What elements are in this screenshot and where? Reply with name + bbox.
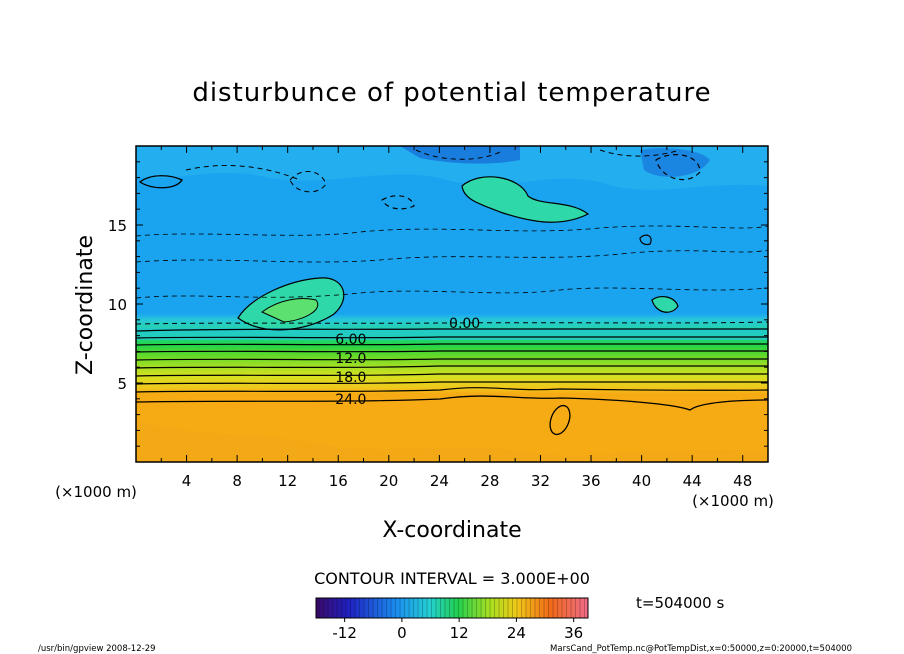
colorbar-frame: [315, 597, 589, 619]
footer-right: MarsCand_PotTemp.nc@PotTempDist,x=0:5000…: [550, 644, 852, 654]
x-axis: 4 8 12 16 20 24 28 32 36 40 44 48: [160, 146, 752, 490]
x-unit-left: (×1000 m): [55, 483, 137, 501]
colorbar-tick-label: -12: [332, 624, 357, 642]
colorbar-tick-label: 36: [564, 624, 583, 642]
y-tick-label: 10: [108, 296, 127, 314]
x-tick-label: 12: [278, 472, 297, 490]
contour-interval: CONTOUR INTERVAL = 3.000E+00: [314, 569, 590, 588]
footer-left: /usr/bin/gpview 2008-12-29: [38, 644, 156, 654]
x-tick-label: 8: [232, 472, 242, 490]
contour-label: 18.0: [335, 370, 366, 386]
colorbar-stripes: [318, 598, 585, 618]
contour-label: 6.00: [335, 332, 366, 348]
x-unit-right: (×1000 m): [692, 492, 774, 510]
time-label: t=504000 s: [636, 594, 724, 612]
x-tick-label: 48: [733, 472, 752, 490]
warm-patch-upper: [462, 176, 588, 223]
contour-label-group: 0.00 6.00 12.0 18.0 24.0: [335, 316, 480, 408]
colorbar-tick-label: 12: [450, 624, 469, 642]
contour-label: 0.00: [449, 316, 480, 332]
x-axis-label: X-coordinate: [382, 518, 521, 543]
chart-title: disturbunce of potential temperature: [192, 78, 711, 108]
y-axis: 5 10 15: [108, 161, 768, 447]
x-tick-label: 28: [480, 472, 499, 490]
plot-field: [136, 146, 768, 462]
colorbar: [316, 598, 588, 618]
colorbar-ticks: -12 0 12 24 36: [332, 618, 583, 642]
x-tick-label: 24: [430, 472, 449, 490]
y-tick-label: 15: [108, 217, 127, 235]
contour-label: 12.0: [335, 351, 366, 367]
colorbar-tick-label: 24: [507, 624, 526, 642]
x-tick-label: 36: [581, 472, 600, 490]
upper-texture: [136, 146, 768, 190]
colorbar-tick-label: 0: [397, 624, 407, 642]
x-tick-label: 20: [379, 472, 398, 490]
warm-patch-small: [652, 296, 678, 313]
contour-lines: [136, 149, 768, 436]
x-tick-label: 40: [632, 472, 651, 490]
x-tick-label: 44: [683, 472, 702, 490]
y-tick-label: 5: [117, 375, 127, 393]
lower-texture: [136, 420, 768, 462]
x-tick-label: 32: [531, 472, 550, 490]
contour-label: 24.0: [335, 392, 366, 408]
x-tick-label: 4: [182, 472, 192, 490]
x-tick-label: 16: [329, 472, 348, 490]
y-axis-label: Z-coordinate: [73, 235, 98, 375]
